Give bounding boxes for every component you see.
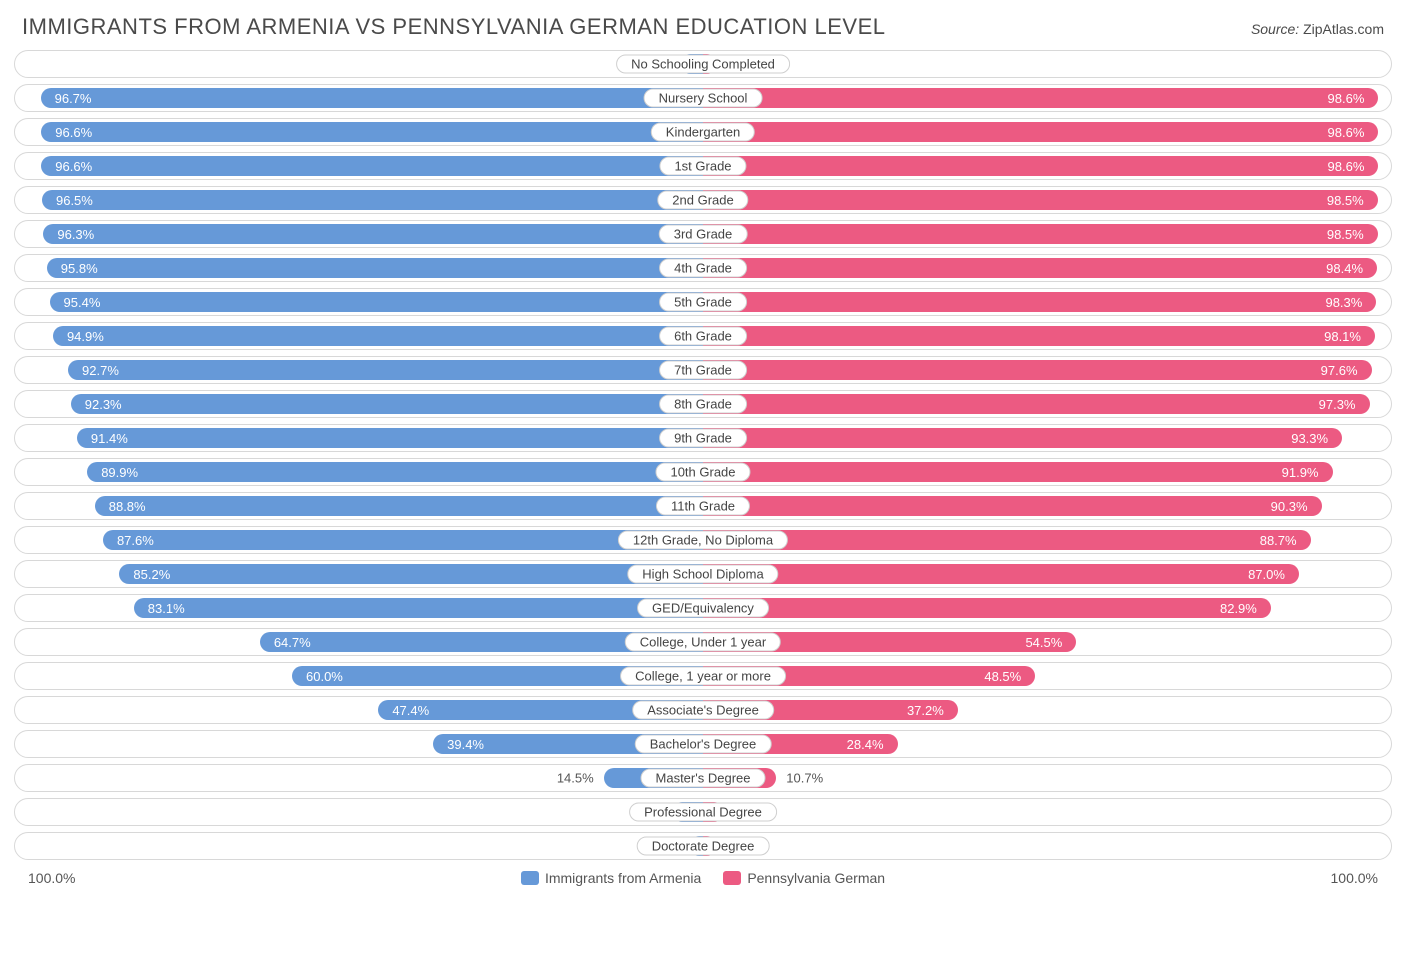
bar-left: 94.9% [53,326,703,346]
bar-left: 92.3% [71,394,703,414]
chart-row: 88.8%90.3%11th Grade [14,492,1392,520]
chart-title: IMMIGRANTS FROM ARMENIA VS PENNSYLVANIA … [22,14,886,40]
legend-swatch-right [723,871,741,885]
chart-row: 4.5%3.0%Professional Degree [14,798,1392,826]
source-attribution: Source: ZipAtlas.com [1251,21,1384,37]
bar-right: 98.6% [703,122,1378,142]
category-label: Professional Degree [629,803,777,822]
diverging-bar-chart: 3.3%1.5%No Schooling Completed96.7%98.6%… [8,50,1398,860]
bar-left: 96.6% [41,156,703,176]
bar-right-value: 10.7% [786,771,823,786]
bar-left-value: 14.5% [557,771,594,786]
category-label: Associate's Degree [632,701,774,720]
bar-right: 98.6% [703,88,1378,108]
chart-row: 1.7%1.4%Doctorate Degree [14,832,1392,860]
legend-item-left: Immigrants from Armenia [521,870,701,886]
source-name: ZipAtlas.com [1303,21,1384,37]
bar-left: 88.8% [95,496,703,516]
bar-left: 96.6% [41,122,703,142]
chart-row: 96.6%98.6%1st Grade [14,152,1392,180]
bar-left: 91.4% [77,428,703,448]
bar-left: 96.5% [42,190,703,210]
bar-left: 96.3% [43,224,703,244]
chart-row: 92.3%97.3%8th Grade [14,390,1392,418]
legend-label-left: Immigrants from Armenia [545,870,701,886]
bar-right: 98.3% [703,292,1376,312]
legend-item-right: Pennsylvania German [723,870,885,886]
legend: Immigrants from Armenia Pennsylvania Ger… [521,870,885,886]
bar-left: 96.7% [41,88,703,108]
chart-row: 60.0%48.5%College, 1 year or more [14,662,1392,690]
chart-row: 39.4%28.4%Bachelor's Degree [14,730,1392,758]
bar-left: 85.2% [119,564,703,584]
chart-row: 96.7%98.6%Nursery School [14,84,1392,112]
category-label: 10th Grade [655,463,750,482]
bar-left: 83.1% [134,598,703,618]
category-label: Bachelor's Degree [635,735,772,754]
chart-row: 95.4%98.3%5th Grade [14,288,1392,316]
chart-row: 14.5% 10.7% Master's Degree [14,764,1392,792]
chart-row: 87.6%88.7%12th Grade, No Diploma [14,526,1392,554]
bar-left: 95.4% [50,292,703,312]
bar-right: 98.1% [703,326,1375,346]
category-label: 7th Grade [659,361,747,380]
category-label: 2nd Grade [657,191,748,210]
legend-swatch-left [521,871,539,885]
chart-row: 85.2%87.0%High School Diploma [14,560,1392,588]
bar-left: 92.7% [68,360,703,380]
chart-row: 94.9%98.1%6th Grade [14,322,1392,350]
bar-left: 89.9% [87,462,703,482]
chart-row: 96.6%98.6%Kindergarten [14,118,1392,146]
bar-right: 98.6% [703,156,1378,176]
bar-right: 98.5% [703,190,1378,210]
bar-right: 98.5% [703,224,1378,244]
chart-row: 89.9%91.9%10th Grade [14,458,1392,486]
axis-right-end: 100.0% [1331,870,1378,886]
category-label: 3rd Grade [659,225,748,244]
chart-row: 64.7%54.5%College, Under 1 year [14,628,1392,656]
chart-row: 83.1%82.9%GED/Equivalency [14,594,1392,622]
category-label: No Schooling Completed [616,55,790,74]
category-label: 6th Grade [659,327,747,346]
source-label: Source: [1251,21,1299,37]
category-label: 9th Grade [659,429,747,448]
category-label: 12th Grade, No Diploma [618,531,788,550]
category-label: 11th Grade [656,497,750,516]
bar-right: 88.7% [703,530,1311,550]
category-label: 8th Grade [659,395,747,414]
chart-row: 96.3%98.5%3rd Grade [14,220,1392,248]
bar-right: 97.6% [703,360,1372,380]
category-label: GED/Equivalency [637,599,769,618]
bar-right: 91.9% [703,462,1333,482]
chart-row: 3.3%1.5%No Schooling Completed [14,50,1392,78]
category-label: High School Diploma [627,565,778,584]
chart-row: 92.7%97.6%7th Grade [14,356,1392,384]
bar-right: 97.3% [703,394,1370,414]
chart-footer: 100.0% Immigrants from Armenia Pennsylva… [8,866,1398,890]
category-label: Master's Degree [641,769,766,788]
category-label: College, Under 1 year [625,633,781,652]
bar-right: 93.3% [703,428,1342,448]
chart-row: 95.8%98.4%4th Grade [14,254,1392,282]
bar-right: 87.0% [703,564,1299,584]
category-label: 5th Grade [659,293,747,312]
bar-right: 98.4% [703,258,1377,278]
chart-row: 96.5%98.5%2nd Grade [14,186,1392,214]
category-label: Kindergarten [651,123,755,142]
chart-header: IMMIGRANTS FROM ARMENIA VS PENNSYLVANIA … [8,8,1398,50]
bar-left: 95.8% [47,258,703,278]
bar-right: 82.9% [703,598,1271,618]
bar-right: 90.3% [703,496,1322,516]
chart-row: 91.4%93.3%9th Grade [14,424,1392,452]
category-label: 1st Grade [659,157,746,176]
category-label: Doctorate Degree [637,837,770,856]
category-label: Nursery School [644,89,763,108]
legend-label-right: Pennsylvania German [747,870,885,886]
bar-left: 87.6% [103,530,703,550]
chart-row: 47.4%37.2%Associate's Degree [14,696,1392,724]
axis-left-end: 100.0% [28,870,75,886]
category-label: College, 1 year or more [620,667,786,686]
category-label: 4th Grade [659,259,747,278]
